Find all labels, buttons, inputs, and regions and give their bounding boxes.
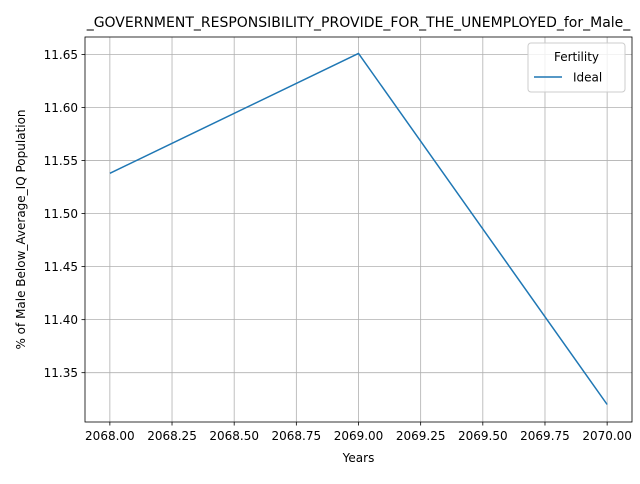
x-tick-label: 2069.75 xyxy=(520,429,570,443)
chart-title: _GOVERNMENT_RESPONSIBILITY_PROVIDE_FOR_T… xyxy=(86,15,632,31)
x-tick-label: 2068.00 xyxy=(85,429,135,443)
y-axis-label: % of Male Below_Average_IQ Population xyxy=(14,109,28,349)
y-tick-label: 11.60 xyxy=(44,101,78,115)
x-tick-label: 2070.00 xyxy=(582,429,632,443)
grid-lines xyxy=(85,37,632,422)
x-tick-label: 2069.25 xyxy=(396,429,446,443)
x-tick-label: 2068.75 xyxy=(272,429,322,443)
x-axis-ticks: 2068.00 2068.25 2068.50 2068.75 2069.00 2069.… xyxy=(85,422,632,443)
y-tick-label: 11.45 xyxy=(44,260,78,274)
x-tick-label: 2069.50 xyxy=(458,429,508,443)
y-tick-label: 11.55 xyxy=(44,154,78,168)
legend: Fertility Ideal xyxy=(528,43,625,92)
y-tick-label: 11.50 xyxy=(44,207,78,221)
x-tick-label: 2068.50 xyxy=(209,429,259,443)
x-axis-label: Years xyxy=(342,451,375,465)
y-tick-label: 11.65 xyxy=(44,48,78,62)
y-tick-label: 11.40 xyxy=(44,313,78,327)
x-tick-label: 2069.00 xyxy=(334,429,384,443)
y-axis-ticks: 11.35 11.40 11.45 11.50 11.55 11.60 11.65 xyxy=(44,48,85,380)
x-tick-label: 2068.25 xyxy=(147,429,197,443)
legend-title: Fertility xyxy=(554,50,599,64)
legend-label-ideal: Ideal xyxy=(573,71,602,85)
y-tick-label: 11.35 xyxy=(44,366,78,380)
